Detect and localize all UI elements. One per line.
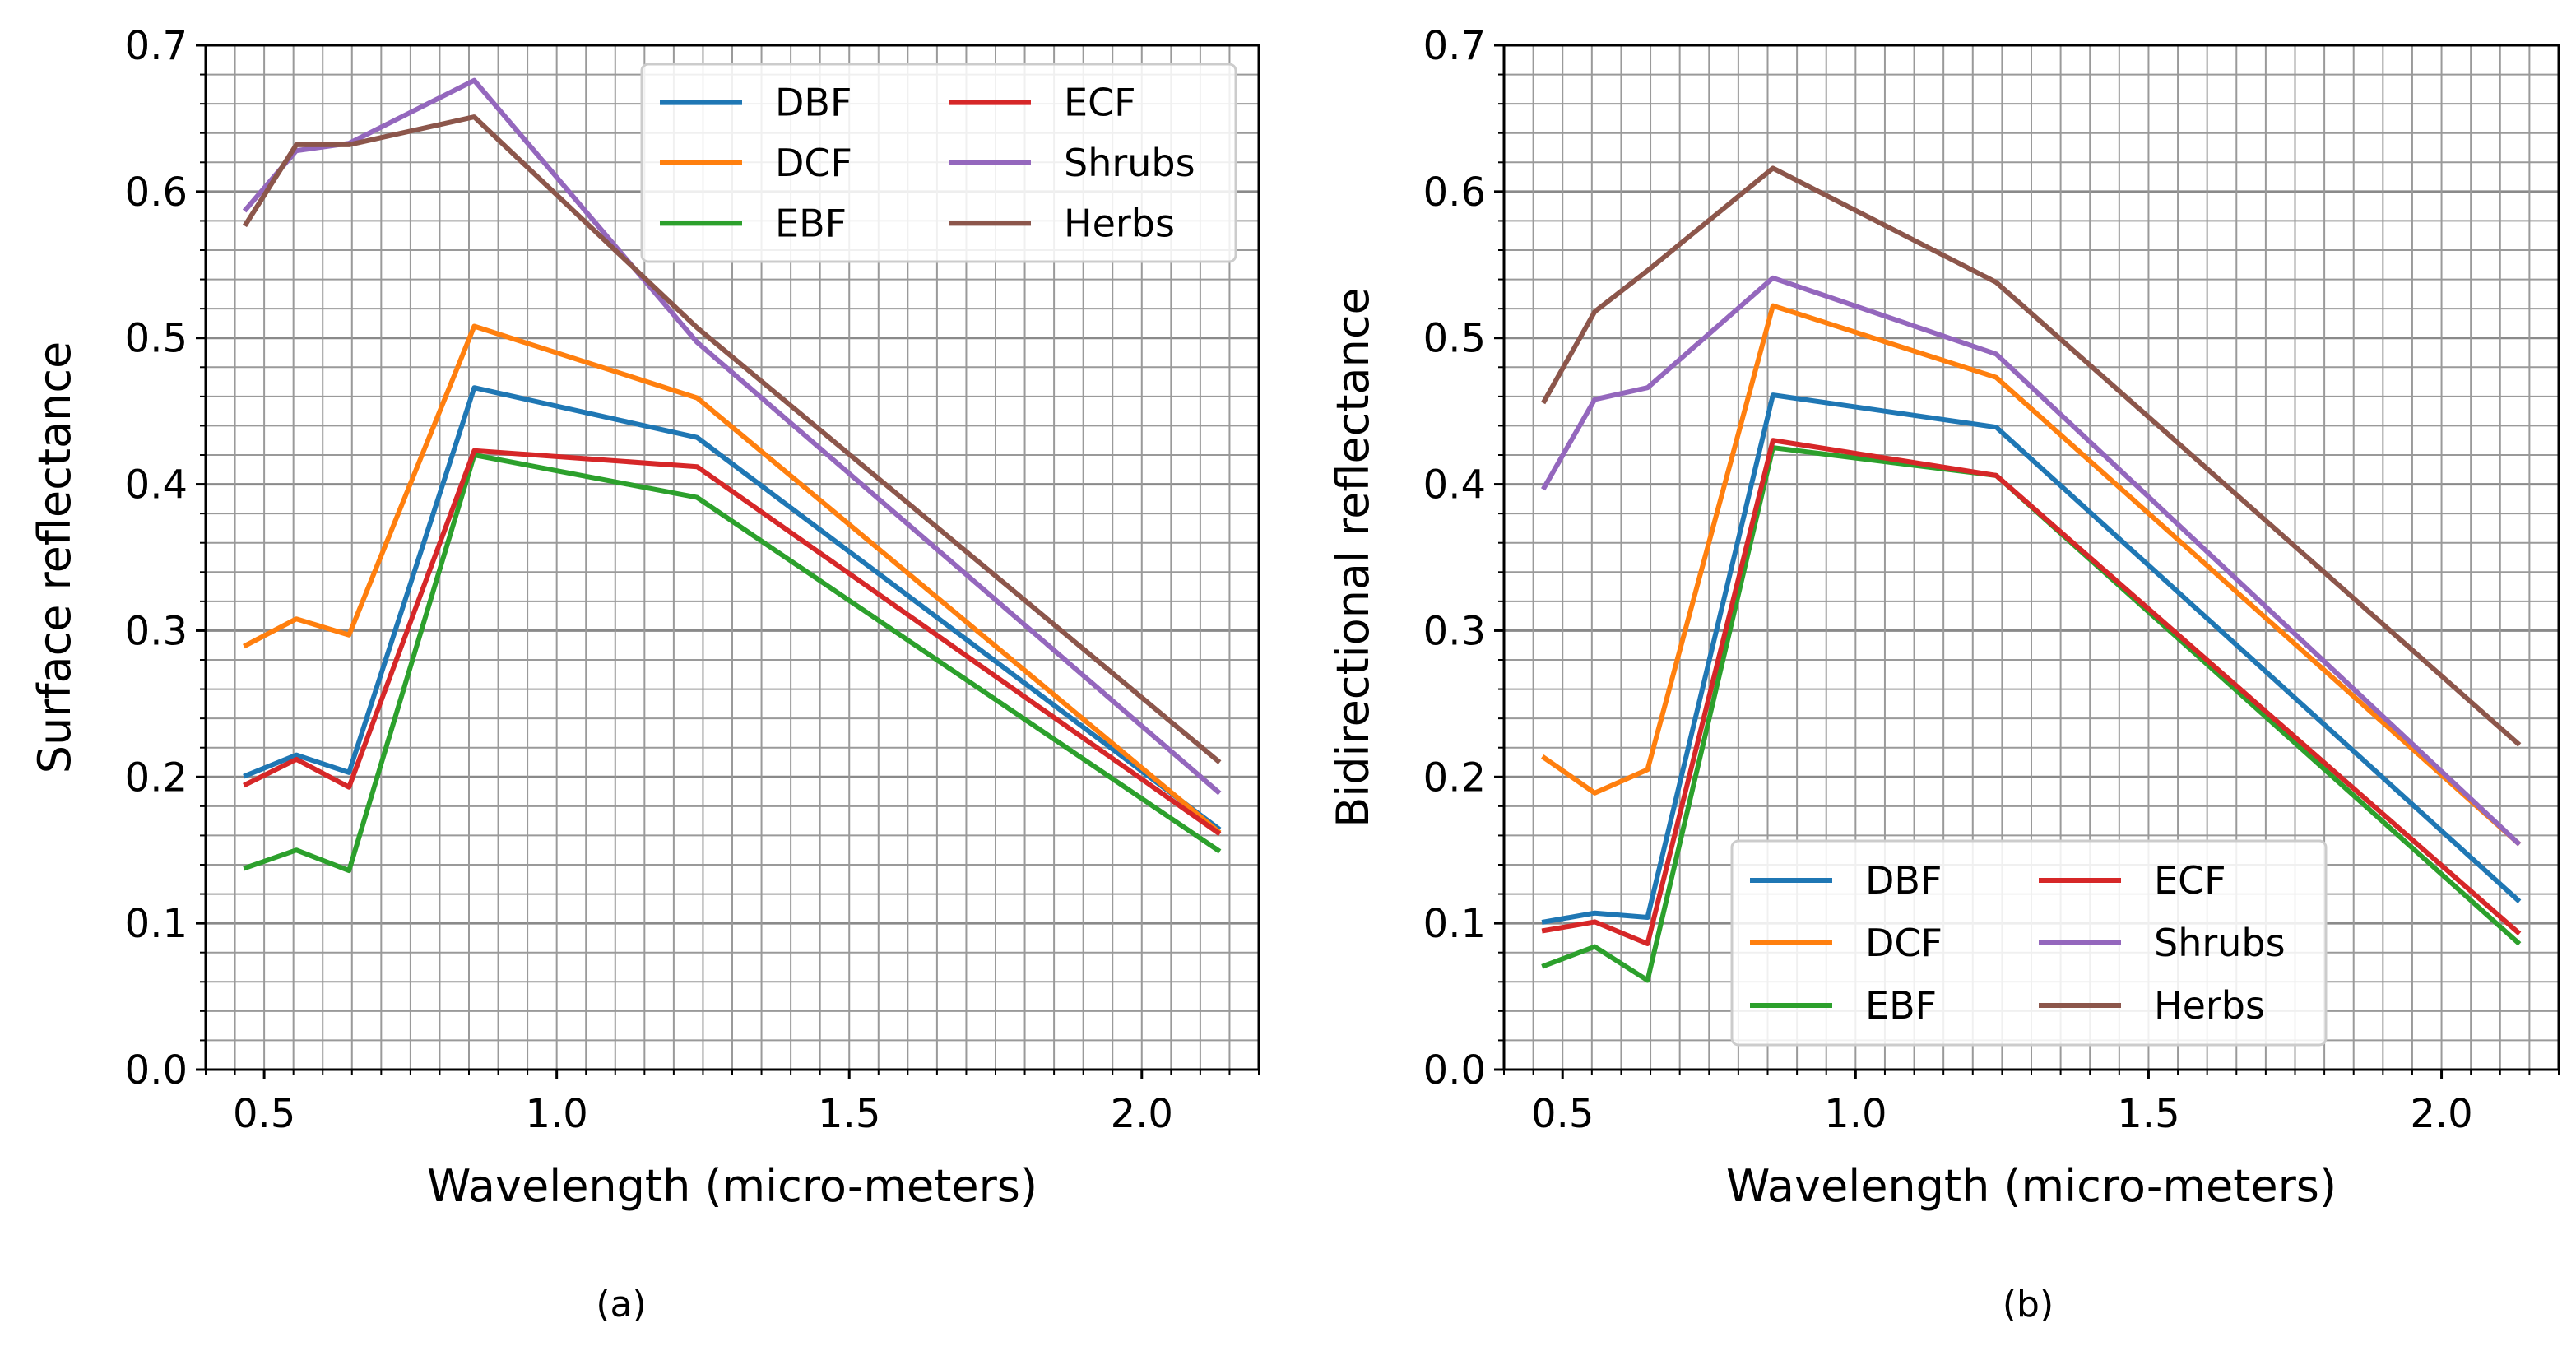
series-group	[242, 77, 1222, 874]
x-tick-label: 0.5	[233, 1091, 295, 1137]
y-tick-label: 0.7	[125, 23, 188, 69]
y-axis: 0.0 0.1 0.2 0.3 0.4 0.5 0.6 0.7	[125, 23, 206, 1093]
legend-label-herbs: Herbs	[2154, 983, 2265, 1028]
y-tick-label: 0.3	[125, 608, 188, 654]
y-tick-label: 0.1	[125, 901, 188, 947]
x-tick-label: 2.0	[1111, 1091, 1173, 1137]
chart-panel-a: 0.0 0.1 0.2 0.3 0.4 0.5 0.6 0.7 0.5 1.0 1.5 2.0 Wave…	[29, 23, 1260, 1212]
legend-label-shrubs: Shrubs	[1064, 141, 1195, 185]
y-tick-label: 0.7	[1423, 23, 1486, 69]
y-tick-label: 0.3	[1423, 608, 1486, 654]
y-axis-label: Surface reflectance	[29, 341, 81, 773]
series-line-ecf	[243, 448, 1222, 837]
legend-label-ebf: EBF	[775, 201, 847, 245]
legend-label-dcf: DCF	[775, 141, 852, 185]
series-line-herbs	[1541, 165, 2522, 747]
x-tick-label: 1.5	[818, 1091, 880, 1137]
chart-panel-b: 0.0 0.1 0.2 0.3 0.4 0.5 0.6 0.7 0.5 1.0 1.5 2.0 Wave…	[1327, 23, 2560, 1212]
legend-label-shrubs: Shrubs	[2154, 921, 2286, 965]
legend: DBF DCF EBF ECF Shrubs Herbs	[1730, 839, 2328, 1047]
y-tick-label: 0.4	[1423, 462, 1486, 508]
legend-label-ecf: ECF	[1064, 81, 1136, 125]
legend-label-dbf: DBF	[1865, 858, 1942, 903]
y-tick-label: 0.4	[125, 462, 188, 508]
x-tick-label: 0.5	[1531, 1091, 1594, 1137]
legend-label-herbs: Herbs	[1064, 201, 1175, 245]
series-line-ebf	[243, 453, 1222, 874]
y-axis-label: Bidirectional reflectance	[1327, 287, 1379, 828]
y-tick-label: 0.2	[125, 754, 188, 801]
legend-label-dcf: DCF	[1865, 921, 1942, 965]
x-axis: 0.5 1.0 1.5 2.0	[1503, 1070, 2560, 1137]
y-tick-label: 0.6	[1423, 169, 1486, 216]
y-tick-label: 0.0	[125, 1047, 188, 1093]
legend: DBF DCF EBF ECF Shrubs Herbs	[640, 63, 1237, 263]
series-line-shrubs	[1541, 275, 2522, 847]
series-line-ecf	[1541, 438, 2522, 946]
x-axis-label: Wavelength (micro-meters)	[1726, 1160, 2337, 1212]
x-axis-label: Wavelength (micro-meters)	[427, 1160, 1037, 1212]
series-line-herbs	[242, 114, 1222, 764]
series-line-dbf	[243, 385, 1222, 832]
x-tick-label: 2.0	[2410, 1091, 2472, 1137]
legend-label-ecf: ECF	[2154, 858, 2226, 903]
x-tick-label: 1.0	[525, 1091, 587, 1137]
caption-b: (b)	[2003, 1284, 2054, 1325]
legend-label-ebf: EBF	[1865, 983, 1937, 1028]
x-tick-label: 1.0	[1824, 1091, 1887, 1137]
y-tick-label: 0.6	[125, 169, 188, 216]
series-line-dcf	[1540, 303, 2522, 847]
series-line-dcf	[243, 323, 1222, 835]
caption-a: (a)	[596, 1284, 646, 1325]
y-tick-label: 0.2	[1423, 754, 1486, 801]
x-axis: 0.5 1.0 1.5 2.0	[205, 1070, 1260, 1137]
series-line-dbf	[1541, 392, 2522, 925]
x-tick-label: 1.5	[2117, 1091, 2179, 1137]
series-group	[1540, 165, 2522, 983]
legend-box	[640, 63, 1237, 263]
y-tick-label: 0.1	[1423, 901, 1486, 947]
y-tick-label: 0.0	[1423, 1047, 1486, 1093]
legend-label-dbf: DBF	[775, 81, 852, 125]
y-tick-label: 0.5	[125, 316, 188, 362]
y-axis: 0.0 0.1 0.2 0.3 0.4 0.5 0.6 0.7	[1423, 23, 1504, 1093]
y-tick-label: 0.5	[1423, 316, 1486, 362]
legend-box	[1730, 839, 2328, 1047]
